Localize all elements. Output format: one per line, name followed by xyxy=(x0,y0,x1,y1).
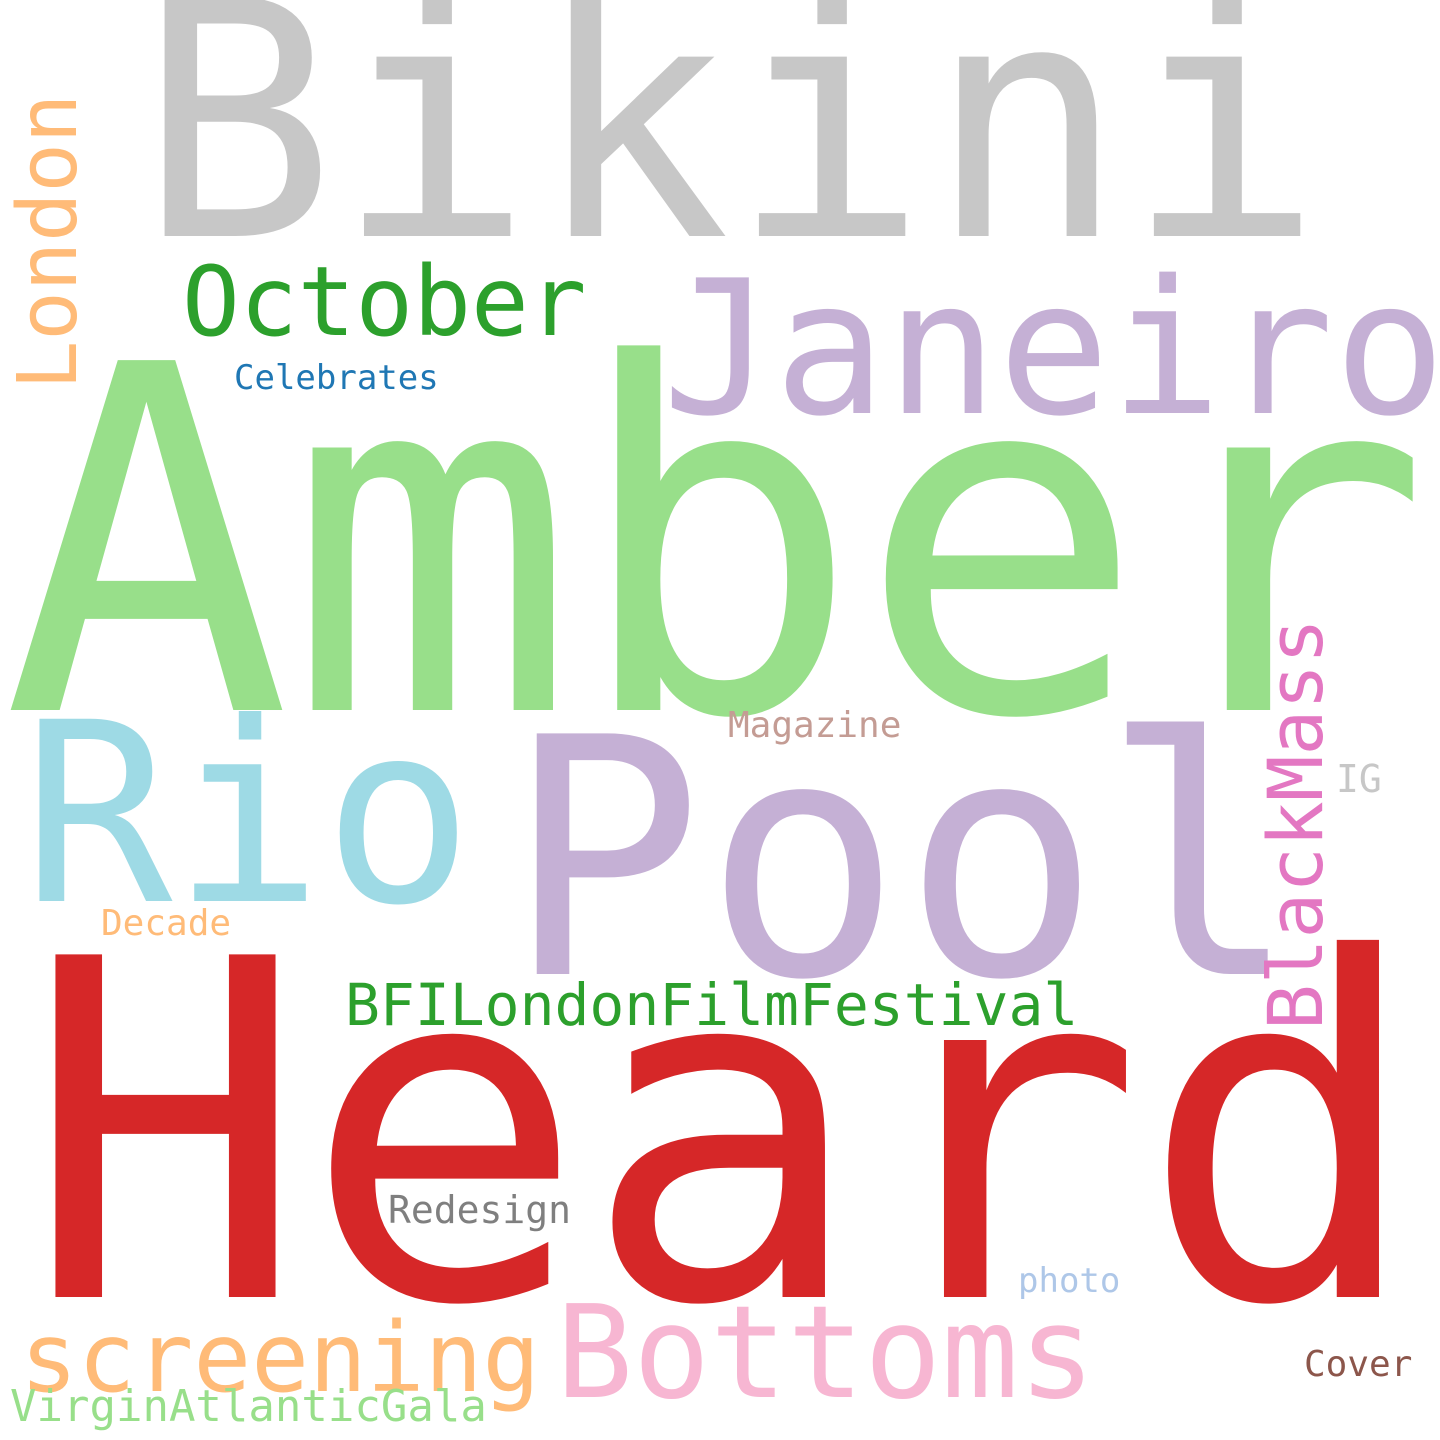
word-bottoms: Bottoms xyxy=(556,1279,1096,1428)
word-bfilondonfilmfestival: BFILondonFilmFestival xyxy=(345,971,1079,1039)
word-cover: Cover xyxy=(1304,1344,1413,1385)
word-blackmass: BlackMass xyxy=(1251,618,1340,1030)
word-magazine: Magazine xyxy=(728,705,902,746)
word-pool: Pool xyxy=(505,668,1300,1052)
word-october: October xyxy=(182,246,587,358)
word-celebrates: Celebrates xyxy=(234,358,439,398)
word-amber: Amber xyxy=(2,265,1431,824)
word-heard: Heard xyxy=(24,861,1423,1408)
word-rio: Rio xyxy=(22,669,474,960)
word-screening: screening xyxy=(20,1302,541,1414)
word-redesign: Redesign xyxy=(388,1188,572,1232)
word-bikini: Bikini xyxy=(138,0,1323,314)
word-virginatlanticgala: VirginAtlanticGala xyxy=(10,1381,487,1432)
word-ig: IG xyxy=(1336,757,1382,801)
word-london: London xyxy=(1,93,96,390)
word-janeiro: Janeiro xyxy=(662,240,1440,457)
word-decade: Decade xyxy=(101,903,232,944)
word-photo: photo xyxy=(1018,1261,1121,1301)
